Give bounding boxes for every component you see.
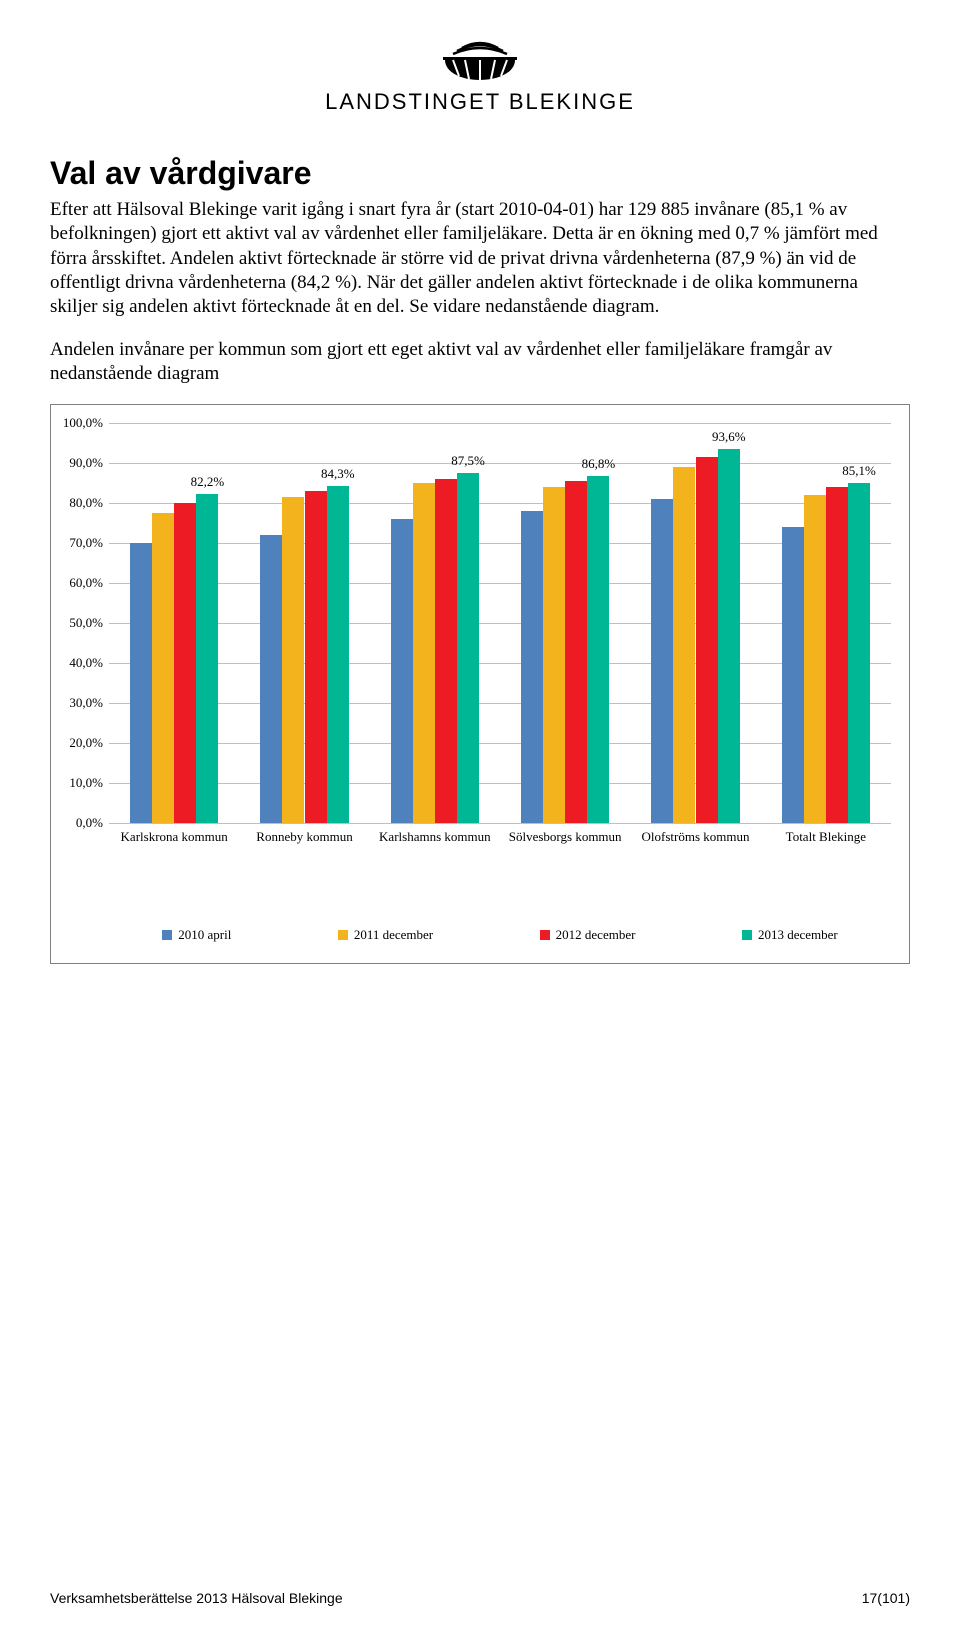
chart-bar: [543, 487, 565, 823]
section-title: Val av vårdgivare: [50, 155, 910, 192]
chart-x-tick-label: Olofströms kommun: [642, 829, 750, 845]
chart-y-tick-label: 40,0%: [69, 655, 103, 671]
chart-bar: [391, 519, 413, 823]
chart-legend-swatch: [742, 930, 752, 940]
chart-y-tick-label: 90,0%: [69, 455, 103, 471]
chart-x-tick-label: Ronneby kommun: [256, 829, 352, 845]
body-paragraph: Andelen invånare per kommun som gjort et…: [50, 338, 910, 387]
chart-y-tick-label: 50,0%: [69, 615, 103, 631]
chart-bar: [826, 487, 848, 823]
chart-bar-value-label: 85,1%: [842, 463, 876, 479]
chart-y-tick-label: 100,0%: [63, 415, 103, 431]
chart-bar-value-label: 86,8%: [582, 456, 616, 472]
chart-legend-swatch: [540, 930, 550, 940]
chart-y-tick-label: 80,0%: [69, 495, 103, 511]
footer-doc-title: Verksamhetsberättelse 2013 Hälsoval Blek…: [50, 1590, 343, 1606]
chart-gridline: [109, 823, 891, 824]
chart-y-tick-label: 10,0%: [69, 775, 103, 791]
chart-gridline: [109, 503, 891, 504]
chart-bar-value-label: 93,6%: [712, 429, 746, 445]
chart-gridline: [109, 743, 891, 744]
chart-legend-item: 2011 december: [338, 927, 433, 943]
chart-bar: [696, 457, 718, 823]
logo-text: LANDSTINGET BLEKINGE: [50, 89, 910, 115]
chart-x-tick-label: Sölvesborgs kommun: [509, 829, 622, 845]
chart-bar: [130, 543, 152, 823]
header-logo: LANDSTINGET BLEKINGE: [50, 40, 910, 115]
chart-y-tick-label: 70,0%: [69, 535, 103, 551]
chart-legend-item: 2013 december: [742, 927, 838, 943]
chart-gridline: [109, 663, 891, 664]
chart-bar-value-label: 84,3%: [321, 466, 355, 482]
chart-y-tick-label: 30,0%: [69, 695, 103, 711]
chart-legend-item: 2010 april: [162, 927, 231, 943]
chart-x-tick-label: Totalt Blekinge: [786, 829, 866, 845]
chart-legend-label: 2012 december: [556, 927, 636, 943]
chart-legend-item: 2012 december: [540, 927, 636, 943]
chart-bar: [848, 483, 870, 823]
chart-y-tick-label: 20,0%: [69, 735, 103, 751]
chart-bar: [152, 513, 174, 823]
chart-bar: [651, 499, 673, 823]
body-paragraph: Efter att Hälsoval Blekinge varit igång …: [50, 198, 910, 320]
chart-bar: [782, 527, 804, 823]
chart-legend-label: 2011 december: [354, 927, 433, 943]
chart-gridline: [109, 583, 891, 584]
chart-bar: [413, 483, 435, 823]
chart-bar: [305, 491, 327, 823]
chart-bar: [673, 467, 695, 823]
chart-legend-swatch: [338, 930, 348, 940]
chart-legend-label: 2013 december: [758, 927, 838, 943]
chart-x-tick-label: Karlskrona kommun: [121, 829, 228, 845]
chart-gridline: [109, 783, 891, 784]
chart-bar: [718, 449, 740, 823]
chart-gridline: [109, 423, 891, 424]
chart-bar: [457, 473, 479, 823]
chart-bar: [282, 497, 304, 823]
chart-y-tick-label: 0,0%: [76, 815, 103, 831]
footer-page-number: 17(101): [862, 1590, 910, 1606]
chart-gridline: [109, 543, 891, 544]
chart-legend-label: 2010 april: [178, 927, 231, 943]
chart-bar: [196, 494, 218, 823]
chart-gridline: [109, 703, 891, 704]
chart-gridline: [109, 463, 891, 464]
chart-bar: [587, 476, 609, 823]
chart-bar: [435, 479, 457, 823]
chart-bar: [174, 503, 196, 823]
chart-bar: [260, 535, 282, 823]
chart-legend-swatch: [162, 930, 172, 940]
chart-bar: [565, 481, 587, 823]
boat-icon: [441, 40, 519, 80]
chart-bar: [521, 511, 543, 823]
chart-bar: [804, 495, 826, 823]
chart-y-tick-label: 60,0%: [69, 575, 103, 591]
chart-x-tick-label: Karlshamns kommun: [379, 829, 491, 845]
chart-gridline: [109, 623, 891, 624]
page-footer: Verksamhetsberättelse 2013 Hälsoval Blek…: [50, 1590, 910, 1606]
vardgivare-chart: 0,0% 10,0% 20,0% 30,0% 40,0% 50,0% 60,0% 70,0% 8…: [50, 404, 910, 964]
chart-bar: [327, 486, 349, 823]
chart-bar-value-label: 87,5%: [451, 453, 485, 469]
chart-bar-value-label: 82,2%: [191, 474, 225, 490]
